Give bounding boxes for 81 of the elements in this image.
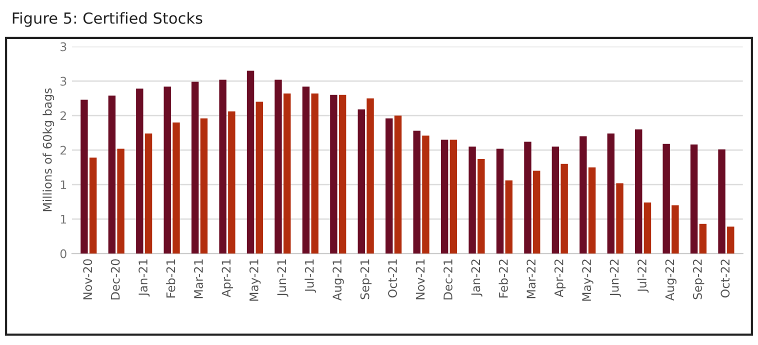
bar xyxy=(246,70,254,254)
y-tick-label: 1 xyxy=(60,180,66,190)
bar xyxy=(699,224,707,254)
x-tick-label: Aug-22 xyxy=(665,260,676,301)
y-tick-label: 0 xyxy=(60,249,66,258)
bar xyxy=(450,140,458,254)
y-tick-label: 3 xyxy=(60,42,66,52)
x-tick-label: Dec-21 xyxy=(444,260,452,300)
y-tick-label: 2 xyxy=(60,146,66,155)
x-tick-label: Jul-21 xyxy=(304,260,316,293)
bar xyxy=(662,144,670,254)
bar xyxy=(672,205,679,254)
x-tick-label: Nov-20 xyxy=(83,259,92,300)
y-tick-label: 2 xyxy=(60,111,66,120)
bar xyxy=(89,158,97,254)
bar xyxy=(228,111,236,254)
bar xyxy=(505,180,512,254)
x-tick-label: Jan-22 xyxy=(471,260,482,297)
bar xyxy=(588,167,596,254)
bar xyxy=(302,86,310,254)
x-tick-label: Sep-21 xyxy=(360,260,372,300)
bar xyxy=(366,98,374,254)
bar xyxy=(440,140,448,254)
bar xyxy=(386,118,393,254)
x-tick-label: Jul-22 xyxy=(637,260,649,293)
x-tick-label: Feb-22 xyxy=(498,260,508,298)
bar xyxy=(164,86,171,254)
chart-title: Figure 5: Certified Stocks xyxy=(12,12,202,27)
bar xyxy=(413,130,420,254)
bar xyxy=(191,82,199,254)
bar xyxy=(552,146,560,254)
bar xyxy=(172,122,180,254)
bar xyxy=(727,226,734,254)
bar xyxy=(690,144,698,254)
x-tick-label: Oct-21 xyxy=(388,260,397,298)
x-tick-label: Oct-22 xyxy=(720,260,730,298)
bar xyxy=(468,146,476,254)
bar xyxy=(496,148,504,254)
bar xyxy=(144,134,152,254)
x-tick-label: Feb-21 xyxy=(166,260,176,298)
x-tick-label: May-22 xyxy=(582,260,594,301)
y-tick-label: 3 xyxy=(60,76,66,86)
x-tick-label: May-21 xyxy=(249,260,261,301)
bar xyxy=(80,100,88,254)
x-tick-label: Jan-21 xyxy=(138,260,150,297)
bar xyxy=(616,183,624,254)
x-tick-label: Jun-21 xyxy=(277,260,288,297)
bar xyxy=(644,202,652,254)
x-tick-label: Nov-21 xyxy=(416,260,425,300)
bar xyxy=(108,96,116,254)
x-tick-label: Mar-22 xyxy=(526,260,536,298)
bar xyxy=(580,136,587,254)
bar xyxy=(478,159,485,254)
y-tick-label: 1 xyxy=(60,214,66,224)
bar xyxy=(256,102,264,254)
bar xyxy=(136,88,144,254)
bar xyxy=(422,136,430,254)
x-tick-label: Apr-21 xyxy=(222,260,233,298)
bar xyxy=(219,80,226,254)
bar xyxy=(330,94,338,254)
bar xyxy=(533,170,540,254)
x-tick-label: Mar-21 xyxy=(194,260,203,298)
bar xyxy=(394,116,402,254)
x-tick-label: Apr-22 xyxy=(554,260,566,298)
bar xyxy=(200,118,208,254)
bar xyxy=(311,93,318,254)
bar xyxy=(607,134,614,254)
bar xyxy=(718,149,726,254)
bar xyxy=(338,94,346,254)
bar xyxy=(358,109,366,254)
bar xyxy=(117,148,124,254)
bar xyxy=(274,80,282,254)
bar xyxy=(635,129,642,254)
x-tick-label: Dec-20 xyxy=(110,259,120,300)
x-tick-label: Sep-22 xyxy=(692,260,704,300)
bar xyxy=(560,164,568,254)
x-tick-label: Aug-21 xyxy=(332,260,344,301)
bar xyxy=(284,93,291,254)
bar xyxy=(524,142,532,254)
x-tick-label: Jun-22 xyxy=(610,260,621,297)
y-axis-title: Millions of 60kg bags xyxy=(42,88,54,212)
